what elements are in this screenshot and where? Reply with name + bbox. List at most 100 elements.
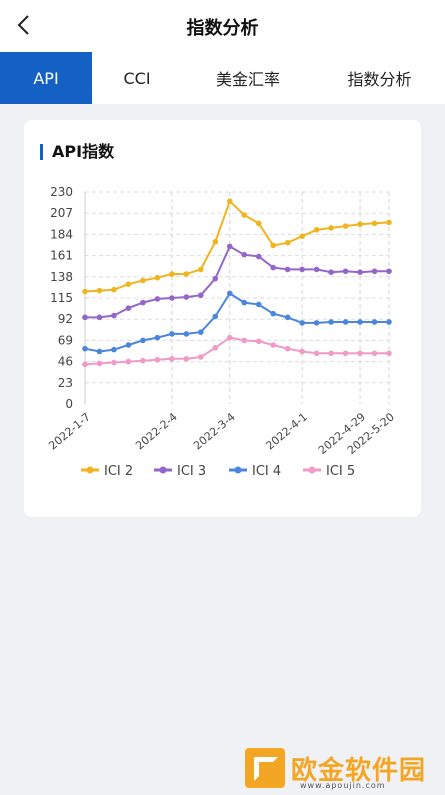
x-tick-label: 2022-1-7 [46,410,93,452]
data-point [125,358,132,365]
data-point [140,277,146,284]
data-point [198,354,204,360]
y-tick-label: 161 [50,249,73,263]
data-point [299,266,305,273]
data-point [140,357,146,364]
data-point [284,345,291,352]
legend-label: ICI 5 [326,464,355,479]
y-tick-label: 0 [65,397,73,411]
tab-usd-rate[interactable]: 美金汇率 [215,70,280,89]
data-point [198,266,204,273]
data-point [198,292,204,299]
data-point [226,290,233,297]
data-point [299,348,305,355]
series-line [85,244,389,319]
data-point [357,319,363,325]
legend-marker [308,466,316,474]
data-point [342,223,349,229]
data-point [125,305,132,311]
data-point [342,268,349,275]
data-point [386,268,392,275]
data-point [386,350,392,357]
card-title: API指数 [40,144,114,160]
data-point [212,344,219,351]
data-point [342,350,349,357]
data-point [371,350,378,357]
data-point [183,271,190,277]
data-point [255,338,262,345]
data-point [82,314,88,321]
data-point [313,266,320,273]
data-point [183,294,190,300]
data-point [270,310,276,317]
data-point [342,319,349,325]
data-point [212,238,219,245]
y-tick-label: 115 [50,291,73,305]
data-point [82,345,88,352]
data-point [299,233,305,240]
data-point [125,281,132,287]
data-point [284,266,291,273]
data-point [328,319,334,325]
data-point [226,334,233,341]
data-point [299,320,305,326]
data-point [111,286,117,293]
data-point [82,361,88,368]
back-arrow-icon[interactable] [10,10,40,40]
data-point [169,356,175,362]
data-point [111,346,117,353]
data-point [284,239,291,246]
legend-label: ICI 4 [252,464,281,479]
data-point [96,287,103,294]
watermark-url: www.apoujin.com [300,781,386,790]
y-tick-label: 23 [58,376,73,390]
data-point [154,296,161,302]
data-point [357,350,363,357]
data-point [371,268,378,275]
y-tick-label: 184 [50,227,73,241]
data-point [328,350,334,357]
tab-index-analysis[interactable]: 指数分析 [347,70,412,89]
data-point [96,348,103,355]
data-point [328,269,334,275]
data-point [357,221,363,228]
data-point [212,275,219,282]
legend-label: ICI 2 [104,464,133,479]
data-point [111,312,117,319]
data-point [226,243,233,250]
legend-label: ICI 3 [177,464,206,479]
data-point [111,359,117,366]
data-point [169,271,175,277]
y-tick-label: 230 [50,185,73,199]
data-point [82,288,88,295]
data-point [255,220,262,227]
y-tick-label: 92 [58,312,73,326]
x-tick-label: 2022-2-4 [133,410,180,452]
header: 指数分析 [0,0,445,52]
data-point [212,313,219,320]
data-point [154,334,161,341]
tab-api[interactable]: API [0,52,92,104]
data-point [313,320,320,326]
watermark-text: 欧金软件园 [291,755,427,786]
watermark-logo: 欧金软件园 [245,748,426,788]
series-line [84,292,389,353]
data-point [169,295,175,301]
tab-cci[interactable]: CCI [123,68,151,88]
legend-marker [86,466,94,474]
data-point [154,356,161,363]
data-point [357,269,363,275]
data-point [241,251,248,258]
data-point [255,253,262,260]
series-line [84,199,390,293]
data-point [241,337,248,344]
data-point [140,337,146,344]
data-point [183,356,190,362]
legend-marker [234,466,242,474]
y-tick-label: 69 [58,333,73,347]
data-point [154,274,161,281]
data-point [386,319,392,325]
data-point [96,360,103,367]
y-tick-label: 138 [50,270,73,284]
